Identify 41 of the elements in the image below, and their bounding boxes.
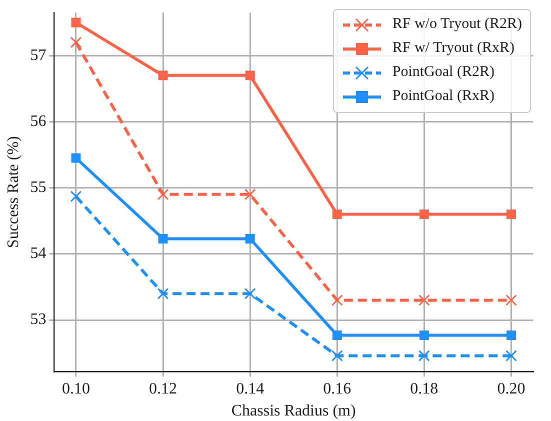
point	[70, 36, 82, 48]
y-tick-label: 57	[30, 46, 46, 64]
x-axis-title: Chassis Radius (m)	[231, 402, 356, 420]
x-tick-label: 0.16	[323, 380, 352, 398]
point	[244, 188, 256, 200]
point	[418, 350, 430, 362]
y-axis-title: Success Rate (%)	[4, 136, 22, 248]
x-tick-label: 0.10	[62, 380, 90, 398]
point	[158, 70, 168, 80]
point	[506, 294, 517, 306]
point	[506, 350, 517, 362]
point	[331, 350, 343, 362]
y-tick-label: 55	[30, 179, 46, 196]
y-tick-label: 53	[30, 311, 46, 328]
point	[419, 330, 429, 340]
y-tick-label: 56	[30, 112, 46, 130]
legend-label: RF w/ Tryout (RxR)	[392, 40, 514, 58]
point	[70, 190, 82, 202]
point	[332, 210, 342, 219]
point	[157, 188, 169, 200]
point	[418, 294, 430, 306]
point	[245, 70, 255, 80]
point	[158, 234, 168, 244]
point	[71, 18, 81, 28]
y-tick-label: 54	[30, 245, 46, 262]
point	[332, 330, 342, 340]
point	[419, 210, 429, 219]
x-tick-label: 0.20	[497, 380, 526, 398]
x-tick-label: 0.18	[410, 380, 438, 398]
point	[244, 288, 256, 300]
point	[506, 330, 516, 340]
point	[157, 288, 169, 300]
x-tick-label: 0.12	[149, 380, 178, 398]
point	[71, 153, 81, 163]
legend-label: PointGoal (R2R)	[392, 64, 494, 82]
legend-label: PointGoal (RxR)	[392, 88, 494, 106]
point	[331, 294, 343, 306]
x-tick-label: 0.14	[236, 380, 264, 398]
legend-label: RF w/o Tryout (R2R)	[392, 16, 522, 34]
point	[245, 234, 255, 244]
point	[506, 210, 516, 219]
